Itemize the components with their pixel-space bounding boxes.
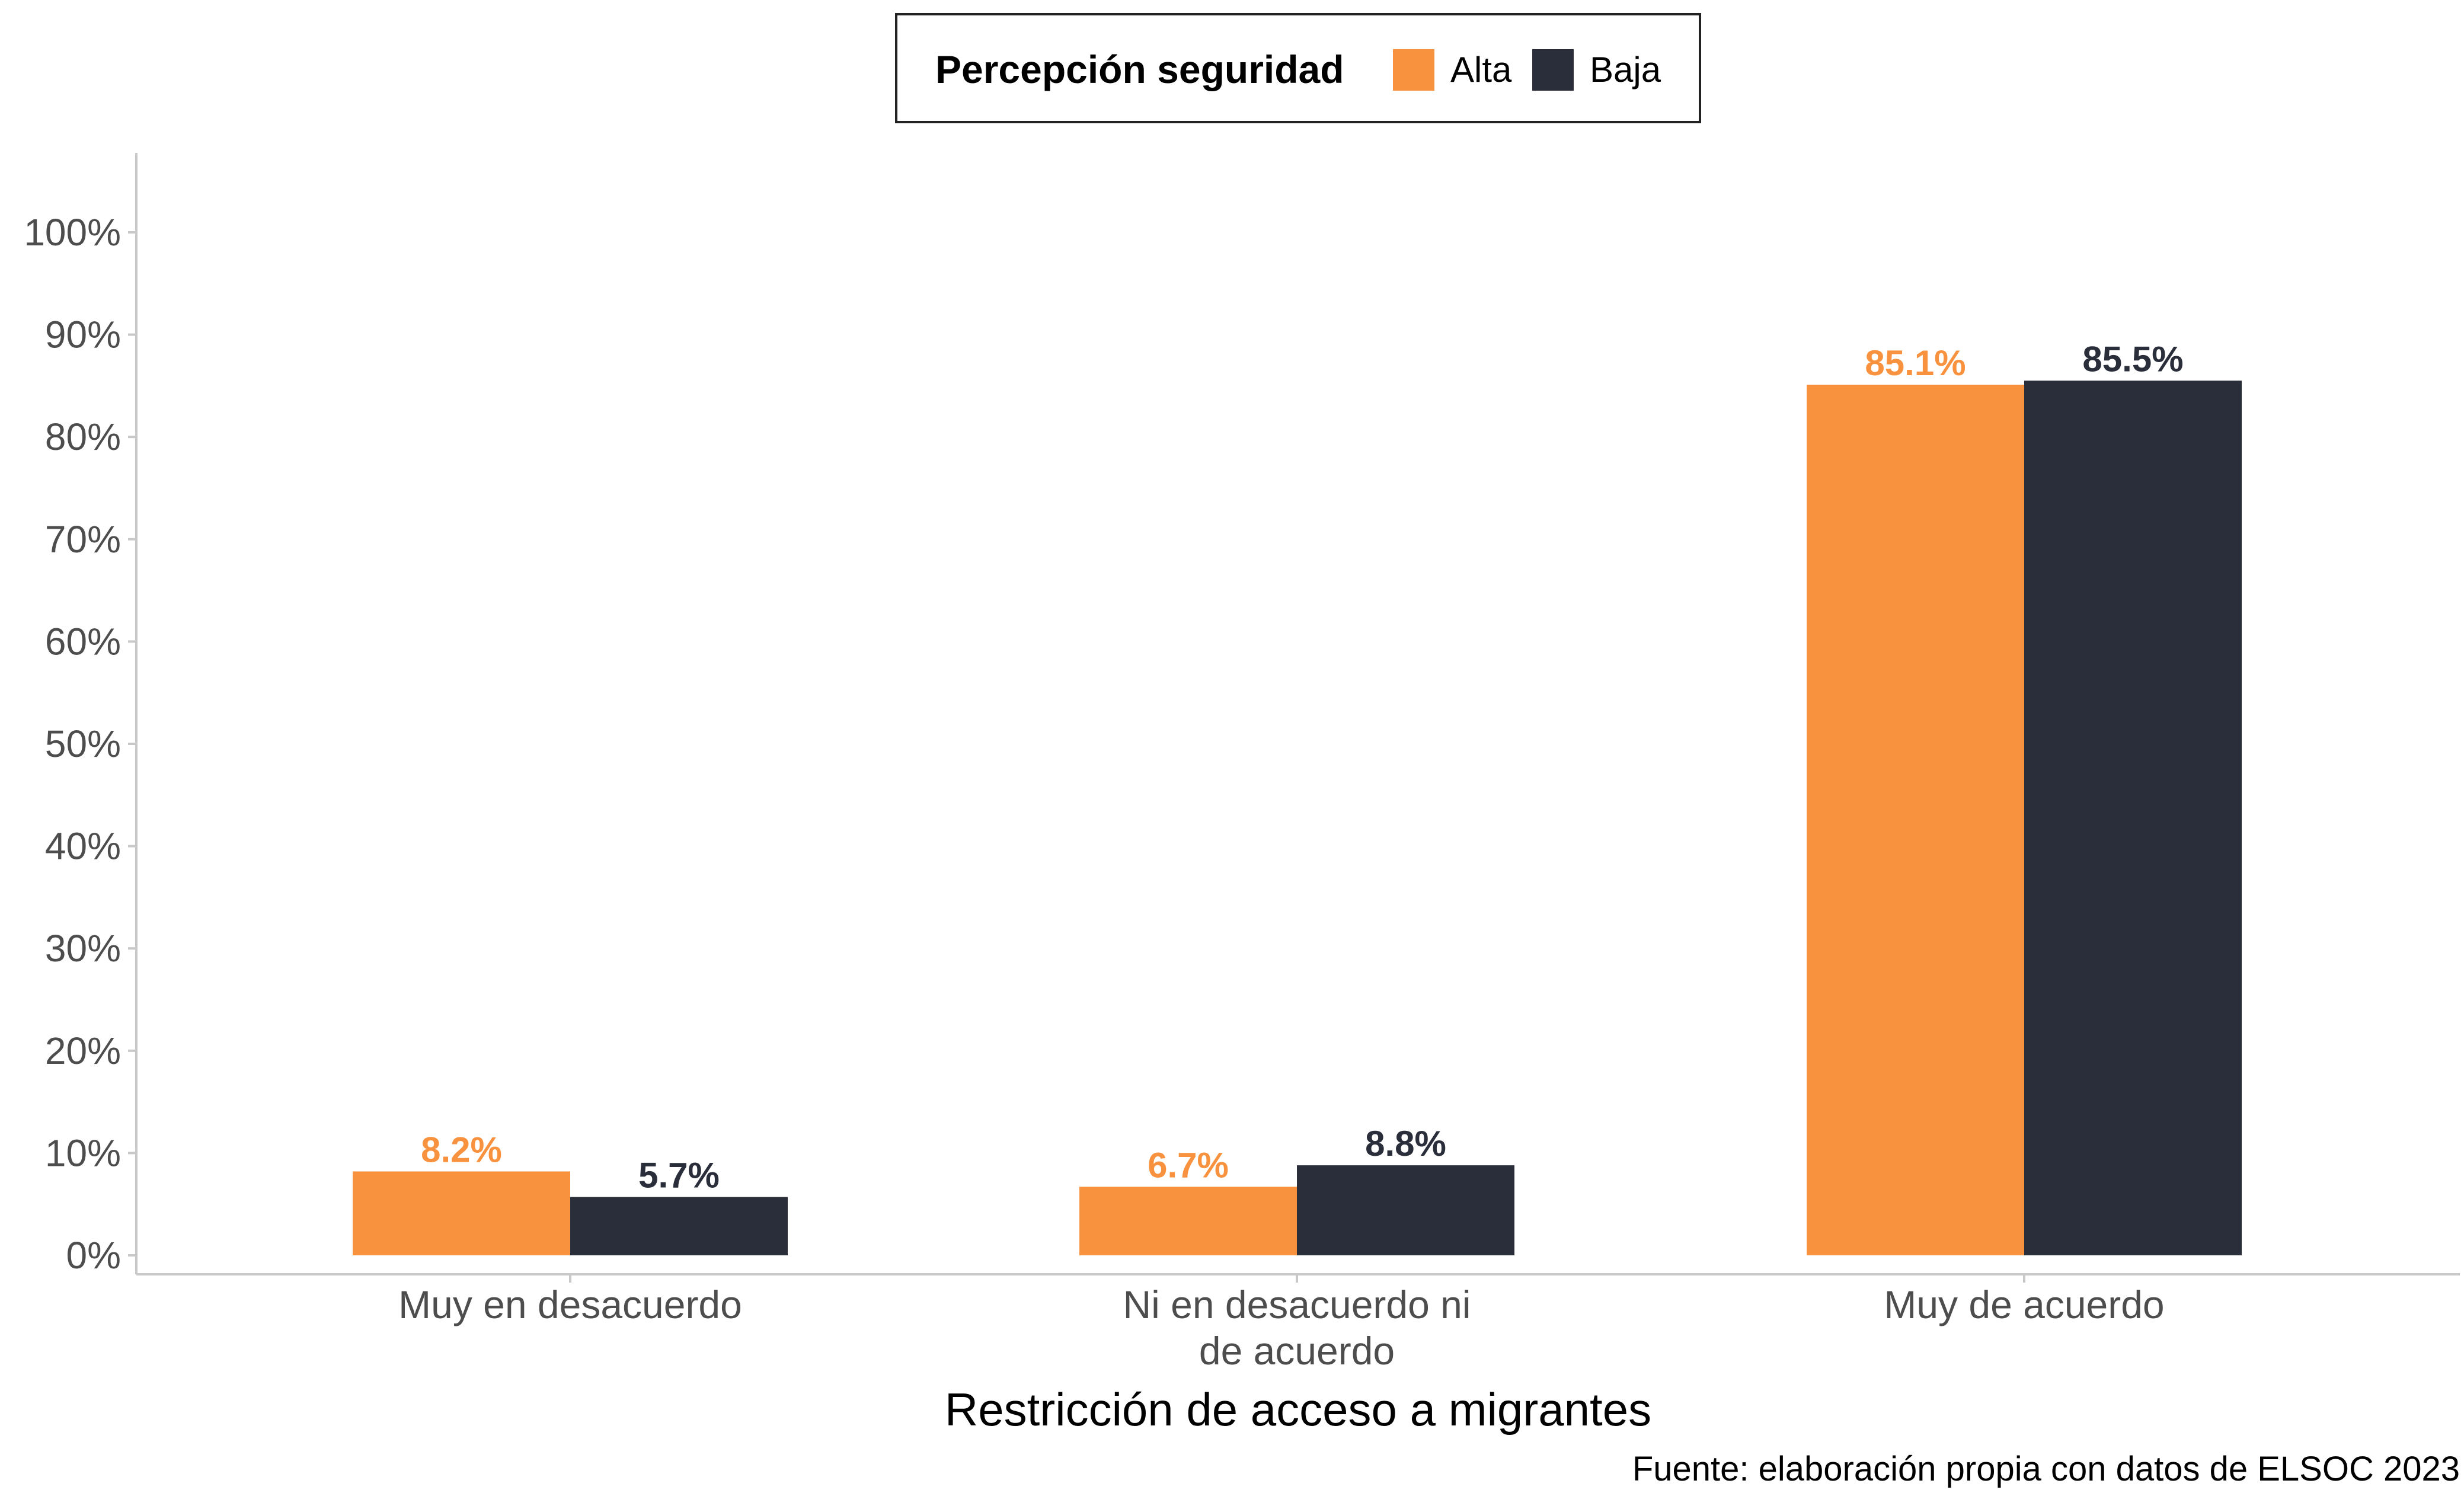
y-tick-label: 30% [45,927,121,970]
y-tick-label: 50% [45,722,121,765]
y-tick-label: 80% [45,415,121,458]
data-label: 85.5% [2082,339,2183,379]
bar-baja [570,1197,788,1255]
y-tick-label: 40% [45,825,121,868]
y-tick-label: 90% [45,314,121,356]
data-label: 85.1% [1865,343,1966,383]
y-tick-label: 20% [45,1030,121,1072]
y-tick-label: 0% [66,1234,122,1277]
x-tick-label: Muy de acuerdo [1884,1283,2164,1326]
x-tick-label: Ni en desacuerdo ni [1123,1283,1471,1326]
data-label: 6.7% [1148,1145,1229,1185]
legend-key-alta [1393,49,1434,91]
data-label: 8.8% [1365,1124,1446,1163]
axes: 0% 10% 20% 30% 40% 50% 60% 70% 80% 90% 100% Muy en … [24,153,2460,1373]
bar-alta [1079,1187,1297,1255]
bar-baja [2024,381,2242,1255]
bar-alta [353,1171,570,1255]
y-tick-label: 100% [24,211,121,254]
data-labels: 8.2% 6.7% 85.1% 5.7% 8.8% 85.5% [421,339,2183,1195]
x-tick-label: de acuerdo [1199,1329,1395,1373]
bar-baja [1297,1165,1514,1255]
legend-label-alta: Alta [1450,50,1512,89]
legend: Percepción seguridad Alta Baja [895,13,1701,123]
x-tick-label: Muy en desacuerdo [398,1283,742,1326]
legend-label-baja: Baja [1590,50,1661,89]
y-tick-label: 60% [45,620,121,663]
legend-title: Percepción seguridad [935,47,1344,91]
bars [353,381,2242,1255]
legend-key-baja [1532,49,1574,91]
data-label: 5.7% [638,1156,720,1195]
data-label: 8.2% [421,1130,502,1169]
x-axis-title: Restricción de acceso a migrantes [945,1383,1651,1436]
bar-alta [1807,385,2024,1255]
source-caption: Fuente: elaboración propia con datos de … [1632,1450,2460,1488]
y-tick-label: 70% [45,518,121,561]
y-tick-label: 10% [45,1131,121,1174]
